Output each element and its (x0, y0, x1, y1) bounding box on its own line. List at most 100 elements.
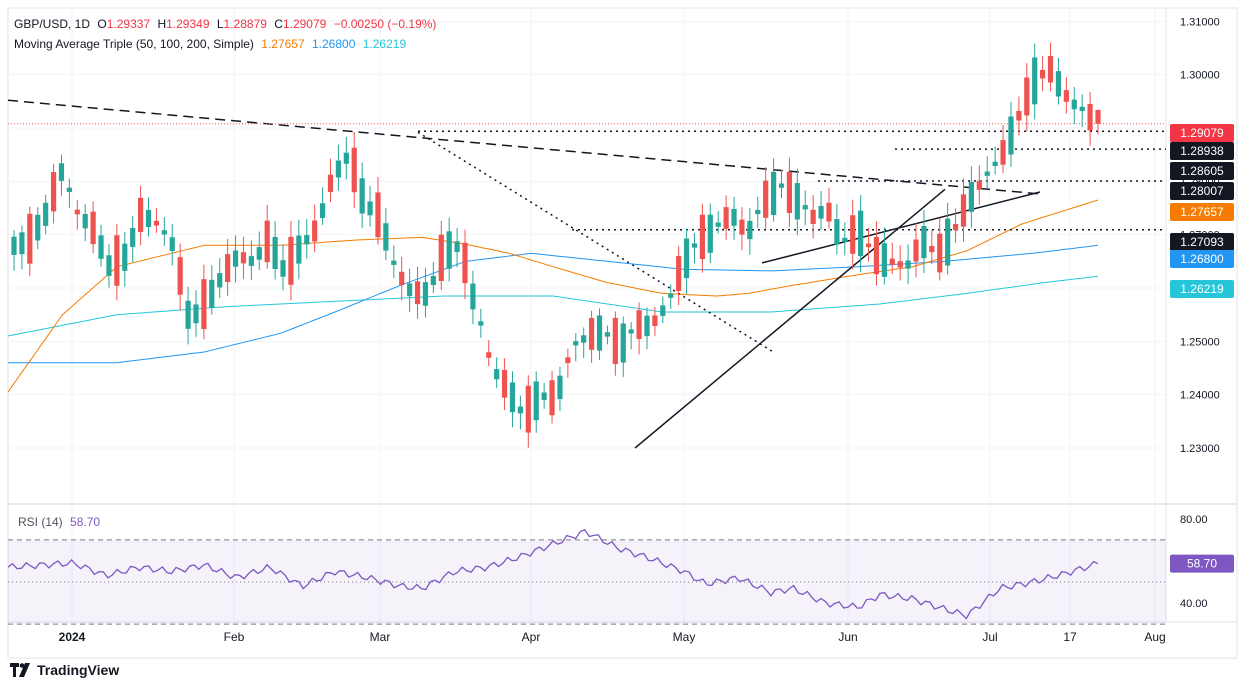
ma-legend[interactable]: Moving Average Triple (50, 100, 200, Sim… (14, 37, 410, 51)
badge-background (1170, 203, 1234, 221)
candle-body (747, 220, 753, 240)
candle-body (1063, 90, 1069, 102)
candle-up (35, 207, 41, 250)
price-tick-label: 1.23000 (1180, 443, 1220, 455)
candle-body (770, 171, 777, 215)
candle-body (810, 209, 816, 224)
candle-body (834, 219, 840, 245)
candle-body (992, 161, 998, 166)
candle-down (976, 165, 982, 205)
candle-up (430, 261, 436, 293)
candle-body (1000, 140, 1006, 165)
badge-label: 1.27093 (1180, 235, 1224, 249)
candle-body (438, 234, 444, 281)
high-key: H (157, 17, 167, 31)
time-tick-label: Jul (982, 630, 997, 644)
low-value: 1.28879 (223, 17, 267, 31)
candle-body (201, 279, 207, 330)
tradingview-logo[interactable]: TradingView (10, 662, 119, 678)
candle-body (652, 315, 658, 326)
candle-up (359, 162, 365, 228)
candle-body (288, 236, 294, 285)
candle-body (50, 172, 57, 212)
candle-up (383, 207, 389, 261)
candle-body (1095, 110, 1101, 124)
candle-up (19, 225, 25, 270)
high-value: 1.29349 (166, 17, 210, 31)
symbol-legend[interactable]: GBP/USD, 1D O1.29337 H1.29349 L1.28879 C… (14, 17, 440, 31)
candle-down (399, 256, 405, 301)
rsi-line (7, 529, 1099, 620)
candle-up (454, 227, 460, 268)
candle-body (343, 152, 349, 164)
candle-down (826, 187, 832, 229)
candles (11, 42, 1101, 448)
candle-body (367, 201, 373, 216)
candle-down (865, 227, 872, 262)
candle-body (1040, 69, 1046, 79)
candle-up (517, 395, 523, 430)
time-tick-label: 17 (1063, 630, 1077, 644)
candle-body (27, 213, 33, 264)
candle-down (137, 185, 144, 246)
candle-body (58, 163, 65, 181)
candle-down (264, 204, 270, 269)
badge-label: 58.70 (1187, 557, 1217, 571)
uptrend-line-major (634, 188, 946, 449)
candle-down (897, 245, 903, 281)
candle-up (581, 327, 587, 359)
candle-up (193, 290, 199, 337)
candle-body (897, 261, 903, 268)
candle-up (770, 158, 777, 222)
badge-label: 1.28938 (1180, 144, 1224, 158)
candle-body (533, 381, 539, 421)
candle-body (660, 305, 666, 316)
candle-body (786, 171, 793, 214)
candle-body (225, 254, 231, 282)
candle-body (889, 258, 895, 265)
candle-body (699, 214, 705, 260)
candle-down (723, 195, 729, 240)
candle-body (454, 241, 460, 253)
candle-down (810, 195, 816, 239)
candle-down (312, 204, 318, 253)
candle-up (82, 204, 88, 242)
level-badge: 1.28605 (1170, 162, 1234, 180)
candle-body (501, 369, 508, 398)
time-axis[interactable]: 2024 Feb Mar Apr May Jun Jul 17 Aug (59, 630, 1166, 644)
candle-down (1024, 63, 1030, 132)
candle-body (858, 210, 864, 257)
candle-body (960, 194, 967, 227)
badge-background (1170, 124, 1234, 142)
candle-body (945, 218, 951, 266)
candle-down (652, 306, 658, 336)
candle-body (763, 180, 769, 218)
long-downtrend-line (7, 99, 1043, 195)
badge-label: 1.27657 (1180, 205, 1224, 219)
candle-body (1008, 116, 1014, 155)
candle-body (399, 271, 405, 286)
candle-body (209, 279, 215, 308)
candle-down (739, 207, 745, 251)
open-value: 1.29337 (106, 17, 151, 31)
tradingview-icon (10, 663, 30, 677)
candle-body (169, 237, 175, 252)
candle-up (422, 267, 429, 318)
candle-down (612, 311, 618, 376)
candle-body (913, 239, 919, 262)
candle-up (161, 217, 167, 246)
candle-body (715, 222, 721, 227)
candle-down (1040, 56, 1046, 92)
level-badge: 1.27093 (1170, 233, 1234, 251)
candle-body (842, 237, 848, 243)
candle-body (82, 213, 88, 229)
candle-up (755, 196, 761, 229)
candle-up (715, 211, 721, 234)
candle-down (288, 220, 294, 301)
rsi-legend[interactable]: RSI (14) 58.70 (18, 515, 100, 529)
candle-body (984, 171, 990, 176)
candle-up (130, 216, 136, 263)
candle-down (486, 340, 492, 367)
badge-label: 1.28007 (1180, 184, 1224, 198)
